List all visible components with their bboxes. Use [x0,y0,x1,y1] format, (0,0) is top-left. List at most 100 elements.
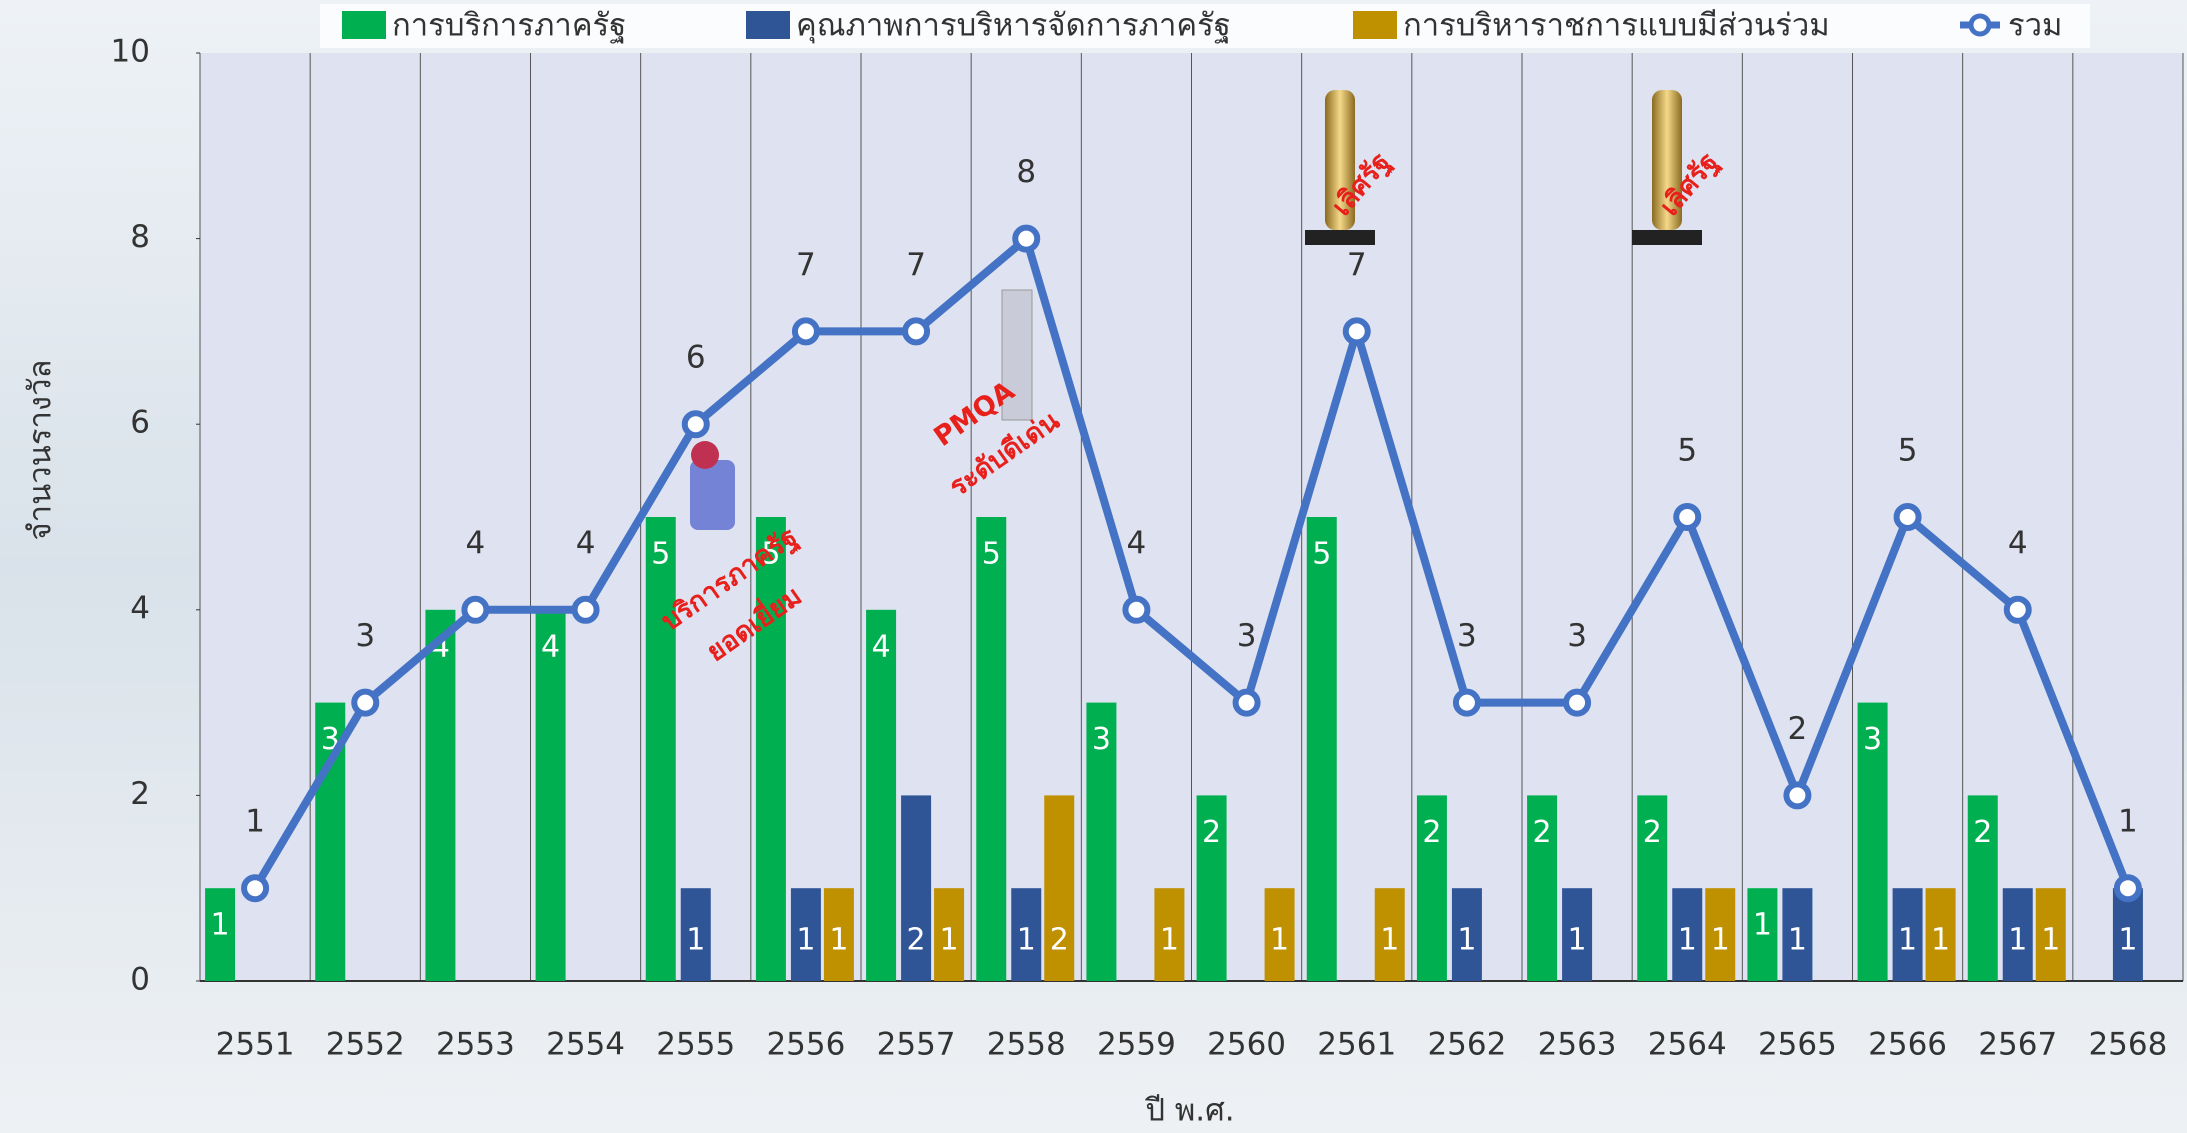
bar [1264,888,1295,981]
total-marker [1893,503,1922,531]
total-value-label: 3 [1457,618,1477,654]
total-marker [681,410,710,439]
total-marker [1673,503,1702,531]
x-tick-label: 2560 [1207,1027,1286,1063]
total-value-label: 4 [576,525,596,561]
total-marker [241,874,270,903]
x-tick-label: 2552 [326,1027,405,1063]
bar-value-label: 4 [872,629,891,664]
bar [2002,888,2033,981]
legend-swatch [1353,11,1397,39]
bar [1086,702,1117,981]
x-tick-label: 2564 [1648,1027,1727,1063]
total-value-label: 3 [1237,618,1257,654]
x-tick-label: 2562 [1427,1027,1506,1063]
bar [1857,702,1888,981]
total-marker [571,595,600,624]
bar-value-label: 3 [1092,722,1111,757]
y-tick-label: 6 [130,405,150,441]
total-value-label: 1 [245,804,265,840]
total-marker [2003,595,2032,624]
bar [1306,517,1337,981]
total-value-label: 7 [796,247,816,283]
bar-value-label: 1 [1380,923,1399,958]
total-marker [1563,688,1592,717]
total-marker [461,595,490,624]
bar-value-label: 1 [1931,923,1950,958]
trophy-base [1632,230,1702,245]
y-axis-title: จำนวนรางวัล [23,360,59,541]
total-value-label: 5 [1898,433,1918,469]
bar [1967,795,1998,981]
bar [425,609,456,981]
bar-value-label: 2 [1050,923,1069,958]
bar-value-label: 1 [1678,923,1697,958]
y-tick-label: 8 [130,219,150,255]
legend-label: รวม [2008,8,2063,44]
legend-label: คุณภาพการบริหารจัดการภาครัฐ [796,8,1231,45]
total-value-label: 4 [466,525,486,561]
bar [1374,888,1405,981]
total-value-label: 7 [906,247,926,283]
x-tick-label: 2555 [656,1027,735,1063]
total-marker [2113,874,2142,903]
legend-swatch [746,11,790,39]
trophy-heart [691,441,719,469]
total-marker [1012,224,1041,253]
y-tick-label: 2 [130,776,150,812]
bar [823,888,854,981]
bar-value-label: 1 [1788,923,1807,958]
bar [205,888,236,981]
total-marker [791,317,820,346]
bar-value-label: 4 [541,629,560,664]
legend-label: การบริหาราชการแบบมีส่วนร่วม [1403,8,1830,44]
legend-swatch [342,11,386,39]
bar [1782,888,1813,981]
bar [1637,795,1668,981]
total-line [251,234,2132,891]
bar-value-label: 2 [907,923,926,958]
x-tick-label: 2553 [436,1027,515,1063]
bar [1044,795,1075,981]
total-value-label: 4 [1127,525,1147,561]
bar [866,609,897,981]
total-marker [351,688,380,717]
x-tick-label: 2556 [766,1027,845,1063]
bar [755,517,786,981]
bar-value-label: 1 [2008,923,2027,958]
total-marker [1122,595,1151,624]
trophy [1325,90,1355,230]
bar [976,517,1007,981]
total-marker [1452,688,1481,717]
bar-value-label: 1 [1160,923,1179,958]
x-tick-label: 2559 [1097,1027,1176,1063]
bar [1892,888,1923,981]
bar-value-label: 1 [2118,923,2137,958]
x-tick-label: 2557 [877,1027,956,1063]
bar [790,888,821,981]
bar-value-label: 1 [1898,923,1917,958]
legend-box [320,4,2090,48]
x-tick-label: 2565 [1758,1027,1837,1063]
trophies [690,90,1702,530]
bar-value-label: 1 [1753,908,1772,943]
x-tick-label: 2561 [1317,1027,1396,1063]
bar [1451,888,1482,981]
x-tick-label: 2568 [2088,1027,2167,1063]
bar-value-label: 1 [686,923,705,958]
trophy [1001,289,1033,421]
bar-value-label: 1 [2041,923,2060,958]
x-axis-title: ปี พ.ศ. [1144,1093,1235,1129]
bar-value-label: 1 [1568,923,1587,958]
bar [535,609,566,981]
total-value-label: 5 [1677,433,1697,469]
total-value-label: 6 [686,340,706,376]
trophy [690,460,735,530]
bar [1672,888,1703,981]
y-tick-label: 10 [111,34,150,70]
bar [1416,795,1447,981]
bar-value-label: 2 [1422,815,1441,850]
total-marker [1232,688,1261,717]
bar [1154,888,1185,981]
